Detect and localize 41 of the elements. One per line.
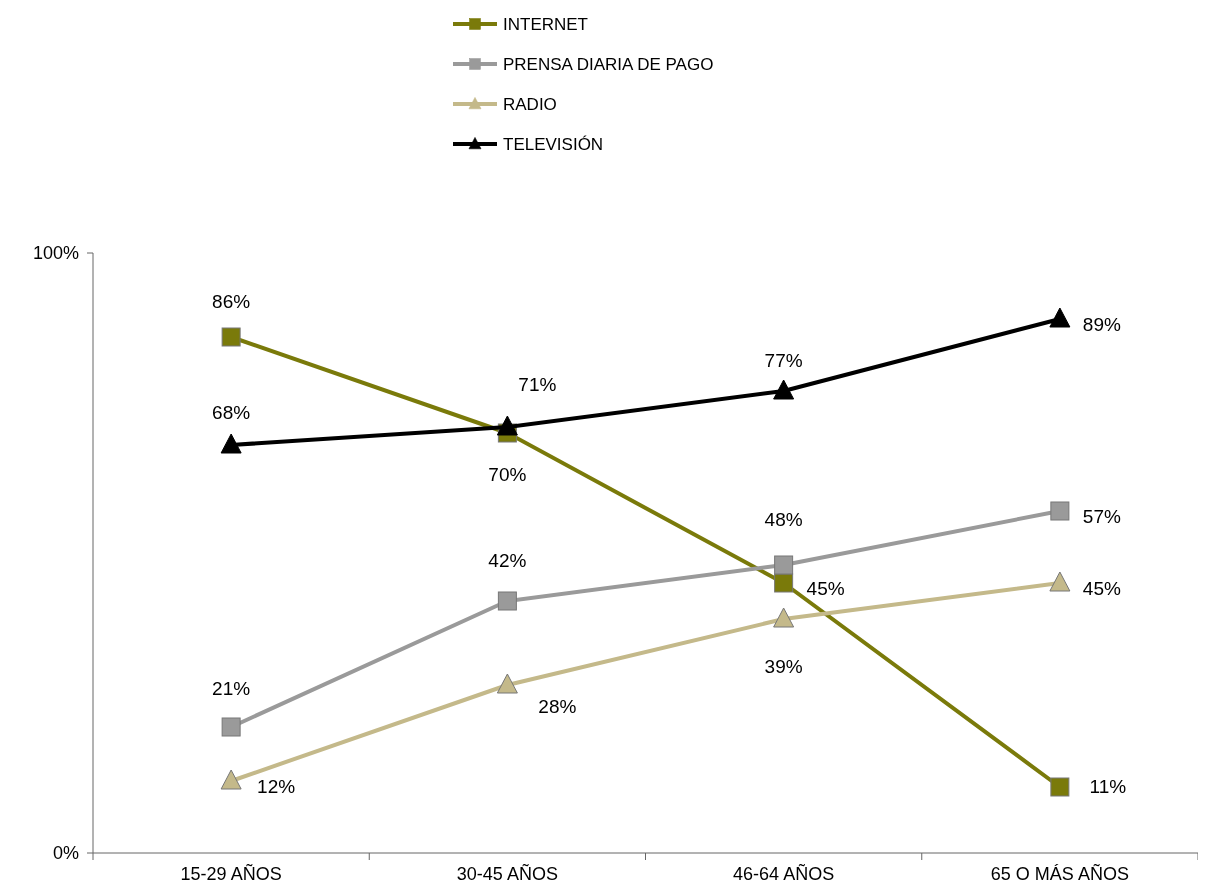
data-label: 21%	[212, 678, 251, 699]
data-label: 89%	[1082, 314, 1121, 335]
y-tick-label: 100%	[32, 243, 79, 263]
data-label: 86%	[212, 291, 251, 312]
data-label: 45%	[1082, 578, 1121, 599]
legend-label: PRENSA DIARIA DE PAGO	[503, 55, 714, 74]
point	[221, 327, 241, 347]
point	[774, 555, 794, 575]
point	[496, 673, 518, 694]
point	[773, 379, 795, 400]
data-label: 45%	[806, 578, 845, 599]
point	[496, 415, 518, 436]
data-label: 71%	[518, 374, 557, 395]
x-tick-label: 30-45 AÑOS	[456, 863, 558, 884]
data-label: 42%	[488, 550, 527, 571]
legend-label: INTERNET	[503, 15, 588, 34]
data-label: 12%	[257, 776, 296, 797]
point	[1050, 501, 1070, 521]
x-tick-label: 65 O MÁS AÑOS	[990, 863, 1129, 884]
point	[1050, 777, 1070, 797]
data-label: 28%	[538, 696, 577, 717]
data-label: 77%	[764, 350, 803, 371]
point	[773, 607, 795, 628]
legend-label: TELEVISIÓN	[503, 135, 604, 154]
point	[774, 573, 794, 593]
data-label: 68%	[212, 402, 251, 423]
legend-label: RADIO	[503, 95, 557, 114]
data-label: 48%	[764, 509, 803, 530]
data-label: 11%	[1089, 776, 1127, 797]
point	[221, 717, 241, 737]
point	[1049, 571, 1071, 592]
data-label: 70%	[488, 464, 527, 485]
point	[220, 769, 242, 790]
data-label: 57%	[1082, 506, 1121, 527]
point	[220, 433, 242, 454]
x-tick-label: 46-64 AÑOS	[733, 863, 835, 884]
point	[497, 591, 517, 611]
x-tick-label: 15-29 AÑOS	[180, 863, 282, 884]
point	[1049, 307, 1071, 328]
y-tick-label: 0%	[52, 843, 79, 863]
data-label: 39%	[764, 656, 803, 677]
